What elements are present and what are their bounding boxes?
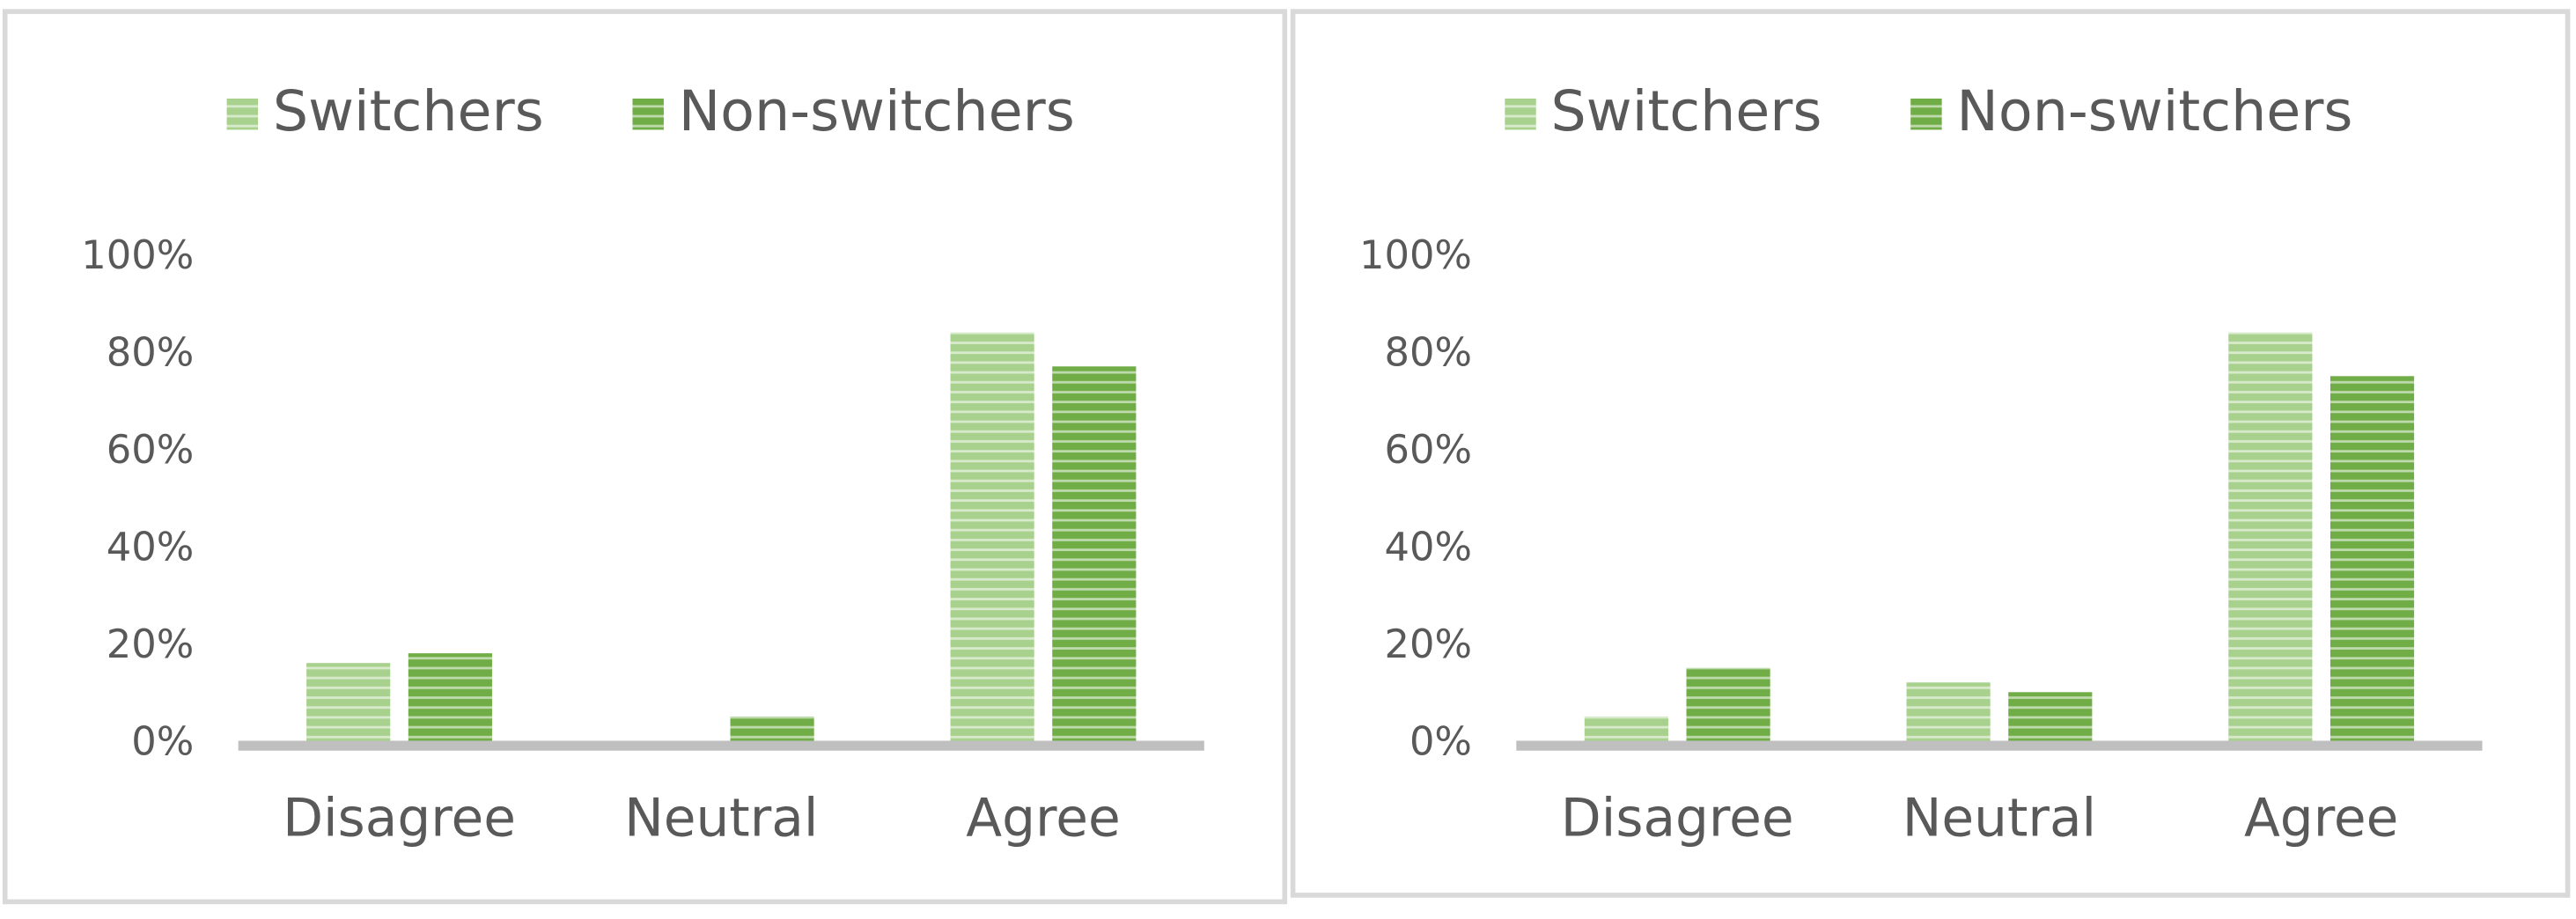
legend-label: Switchers	[273, 78, 544, 143]
bar	[306, 663, 391, 741]
chart: Switchers Non-switchers 0% 20% 40% 60% 80% 100%…	[81, 78, 1204, 849]
y-tick-label: 20%	[1384, 621, 1472, 667]
y-tick-label: 0%	[131, 717, 194, 764]
y-tick-label: 40%	[1384, 523, 1472, 570]
legend-swatch	[1910, 98, 1942, 130]
panel-border	[2, 9, 1288, 905]
x-tick-label: Disagree	[1561, 789, 1794, 849]
y-tick-label: 60%	[1384, 426, 1472, 473]
legend-label: Switchers	[1551, 78, 1822, 143]
bar	[730, 716, 814, 741]
bar	[950, 332, 1034, 741]
legend-swatch	[226, 98, 259, 130]
y-tick-label: 20%	[107, 621, 194, 667]
legend-swatch	[1505, 98, 1536, 130]
bar	[408, 653, 492, 741]
x-tick-label: Neutral	[1903, 789, 2096, 849]
y-tick-label: 0%	[1409, 717, 1472, 764]
y-tick-label: 100%	[81, 232, 194, 278]
legend-label: Non-switchers	[1956, 78, 2352, 143]
y-tick-label: 40%	[107, 523, 194, 570]
bar	[1906, 682, 1991, 741]
y-tick-label: 80%	[1384, 328, 1472, 375]
legend-label: Non-switchers	[679, 78, 1075, 143]
bar	[1052, 366, 1137, 741]
x-tick-label: Agree	[2244, 789, 2398, 849]
bar	[1686, 667, 1770, 741]
bar	[2329, 376, 2415, 741]
bar	[2228, 332, 2313, 741]
bar	[1584, 716, 1668, 741]
panel-border	[1290, 9, 2571, 898]
y-tick-label: 60%	[107, 426, 194, 473]
y-tick-label: 100%	[1359, 232, 1472, 278]
legend-swatch	[632, 98, 664, 130]
y-tick-label: 80%	[107, 328, 194, 375]
x-tick-label: Disagree	[283, 789, 516, 849]
bar	[2008, 692, 2093, 741]
x-tick-label: Agree	[966, 789, 1120, 849]
chart: Switchers Non-switchers 0% 20% 40% 60% 80% 100%…	[1359, 78, 2483, 849]
x-tick-label: Neutral	[624, 789, 818, 849]
